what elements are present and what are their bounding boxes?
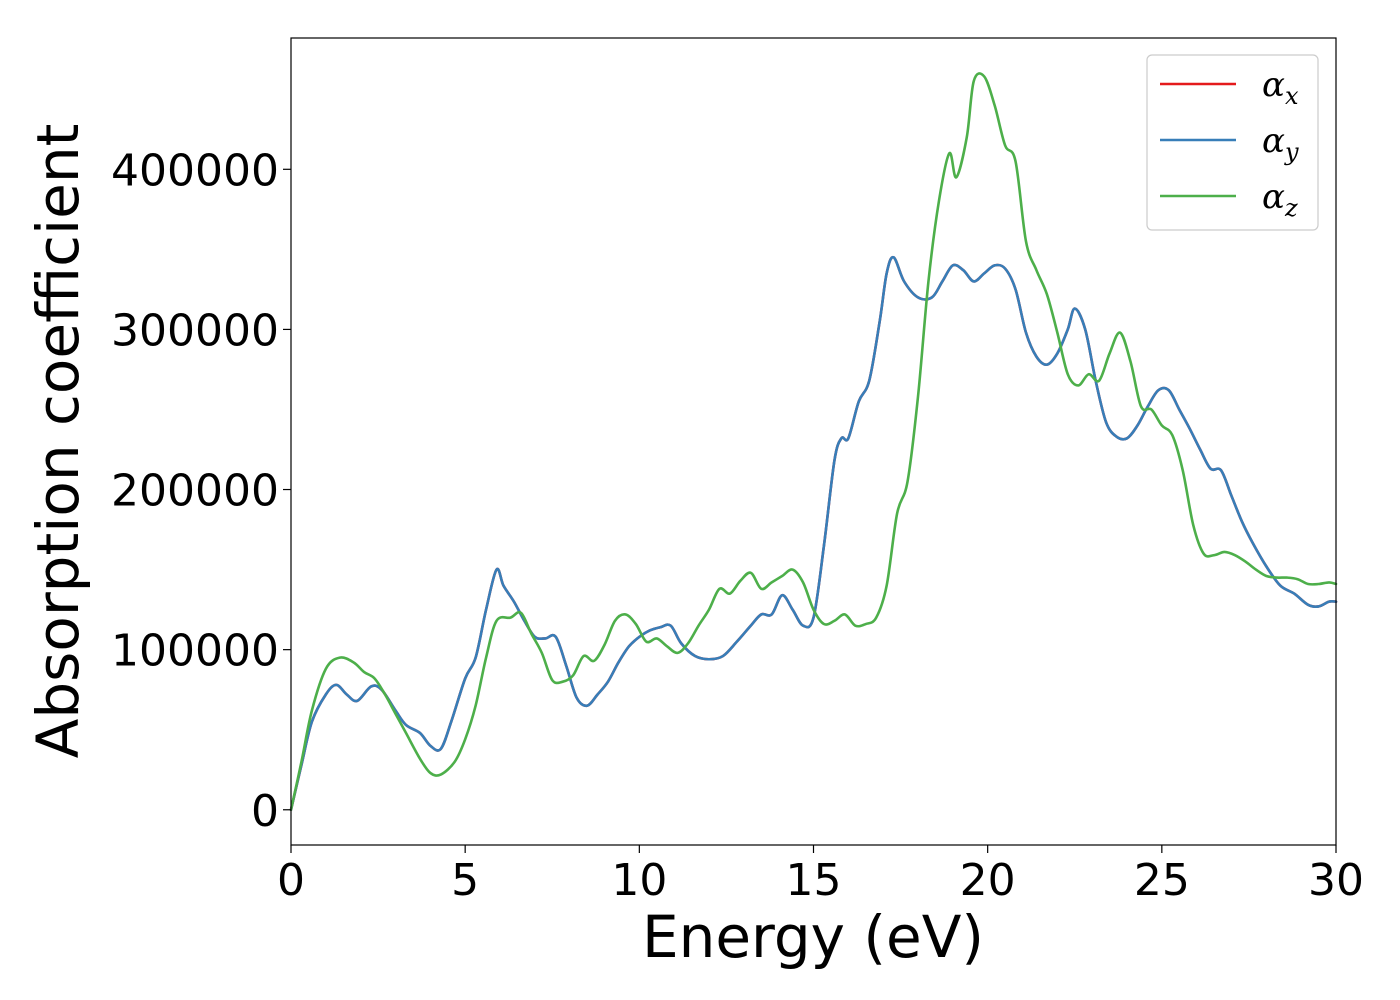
x-tick-label: 30 — [1308, 855, 1364, 906]
series-line-z — [289, 72, 1338, 812]
legend-label-y: αy — [1262, 121, 1299, 166]
y-axis-ticks: 0 100000 200000 300000 400000 — [111, 145, 291, 837]
x-tick-label: 5 — [451, 855, 479, 906]
y-tick-label: 200000 — [111, 466, 279, 517]
x-tick-label: 25 — [1134, 855, 1190, 906]
x-tick-label: 20 — [960, 855, 1016, 906]
x-axis-label: Energy (eV) — [642, 903, 984, 971]
y-axis-label: Absorption coefficient — [24, 124, 92, 759]
legend: αx αy αz — [1146, 54, 1319, 231]
y-tick-label: 100000 — [111, 626, 279, 677]
series-line-y — [289, 255, 1338, 812]
x-tick-label: 10 — [611, 855, 667, 906]
y-tick-label: 0 — [251, 786, 279, 837]
x-tick-label: 0 — [277, 855, 305, 906]
legend-box — [1146, 54, 1319, 231]
legend-label-z: αz — [1262, 177, 1298, 222]
x-axis-ticks: 0 5 10 15 20 25 30 — [277, 845, 1364, 906]
series-layer — [289, 72, 1338, 812]
x-tick-label: 15 — [786, 855, 842, 906]
legend-label-x: αx — [1262, 65, 1299, 110]
y-tick-label: 300000 — [111, 305, 279, 356]
y-tick-label: 400000 — [111, 145, 279, 196]
